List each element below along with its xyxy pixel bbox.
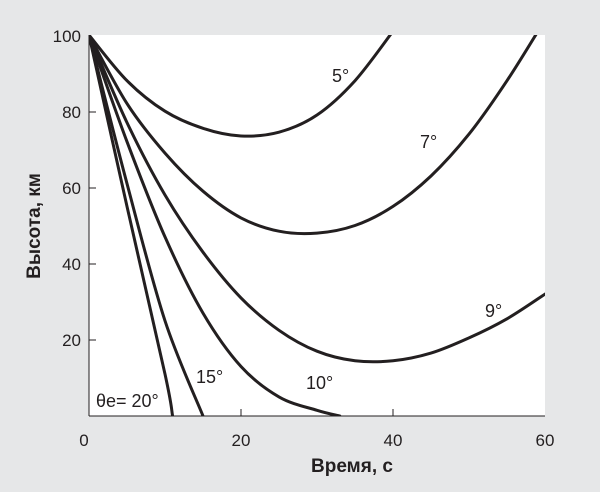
plot-area — [89, 35, 545, 416]
y-tick-label: 20 — [62, 331, 81, 350]
series-label-10: 10° — [306, 373, 333, 393]
series-line-3 — [89, 35, 342, 416]
series-line-4 — [89, 35, 205, 416]
axes — [88, 35, 545, 417]
series-line-0 — [89, 35, 393, 138]
y-tick-label: 60 — [62, 179, 81, 198]
series-label-20: θe= 20° — [96, 391, 159, 411]
y-axis-title: Высота, км — [24, 173, 45, 279]
x-tick-label: 40 — [384, 431, 403, 450]
x-tick-label: 60 — [536, 431, 555, 450]
x-tick-label: 0 — [79, 431, 88, 450]
y-tick-label: 100 — [53, 27, 81, 46]
series-label-15: 15° — [196, 367, 223, 387]
y-tick-label: 80 — [62, 103, 81, 122]
series-label-9: 9° — [485, 301, 502, 321]
x-tick-label: 20 — [232, 431, 251, 450]
series-label-5: 5° — [332, 66, 349, 86]
series-line-1 — [89, 35, 538, 236]
y-tick-label: 40 — [62, 255, 81, 274]
series-label-7: 7° — [420, 132, 437, 152]
curves — [89, 35, 545, 416]
series-line-2 — [89, 35, 545, 364]
x-axis-title: Время, с — [311, 456, 393, 477]
series-line-5 — [89, 35, 175, 416]
